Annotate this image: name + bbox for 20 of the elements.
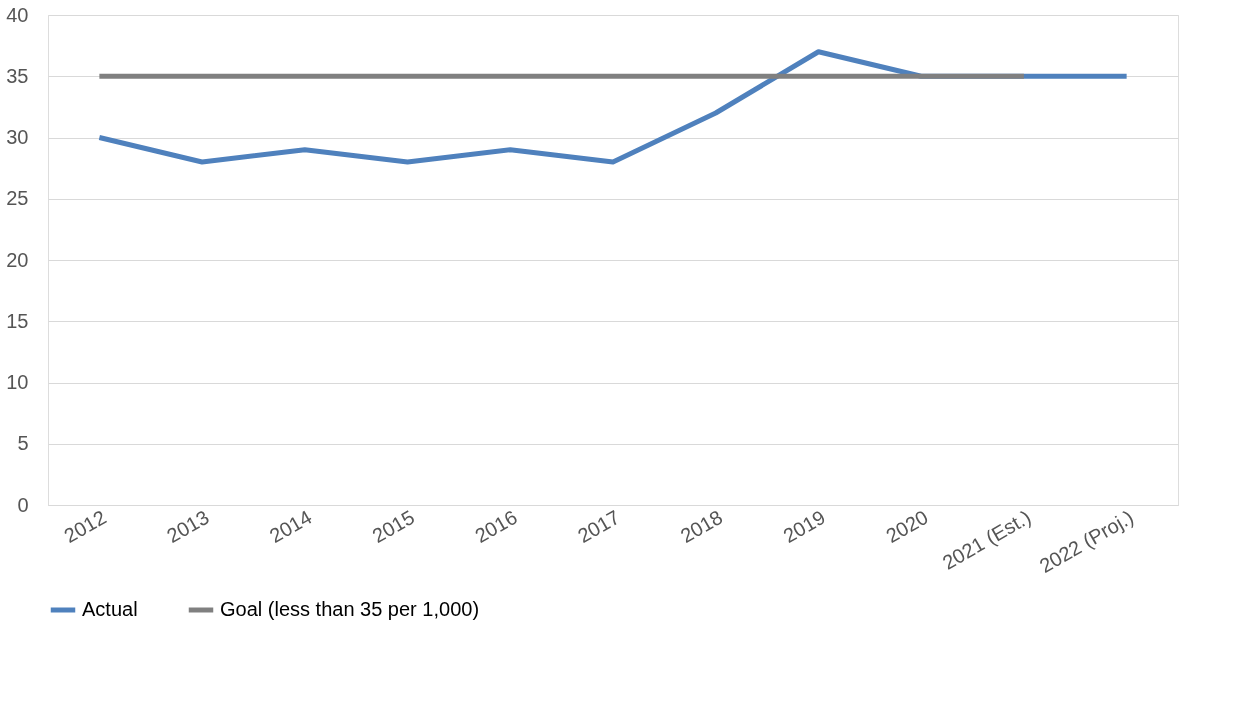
legend-label: Goal (less than 35 per 1,000) (220, 598, 480, 620)
x-tick-label: 2012 (60, 505, 110, 548)
y-tick-label: 0 (17, 493, 29, 516)
x-tick-label: 2020 (882, 505, 932, 548)
x-tick-label: 2016 (471, 505, 521, 548)
x-tick-label: 2019 (779, 505, 829, 548)
y-tick-label: 35 (6, 64, 29, 87)
x-tick-label: 2018 (676, 505, 727, 548)
legend-label: Actual (82, 598, 138, 620)
y-tick-label: 5 (17, 432, 29, 455)
y-tick-label: 10 (6, 371, 29, 393)
y-tick-label: 20 (6, 248, 29, 271)
y-tick-label: 15 (6, 309, 29, 332)
y-tick-label: 25 (6, 187, 29, 210)
x-tick-label: 2013 (163, 505, 213, 548)
y-tick-label: 30 (6, 126, 29, 148)
x-tick-label: 2015 (368, 505, 419, 548)
x-tick-label: 2014 (265, 505, 316, 548)
x-tick-label: 2017 (573, 505, 624, 548)
y-tick-label: 40 (6, 3, 29, 26)
